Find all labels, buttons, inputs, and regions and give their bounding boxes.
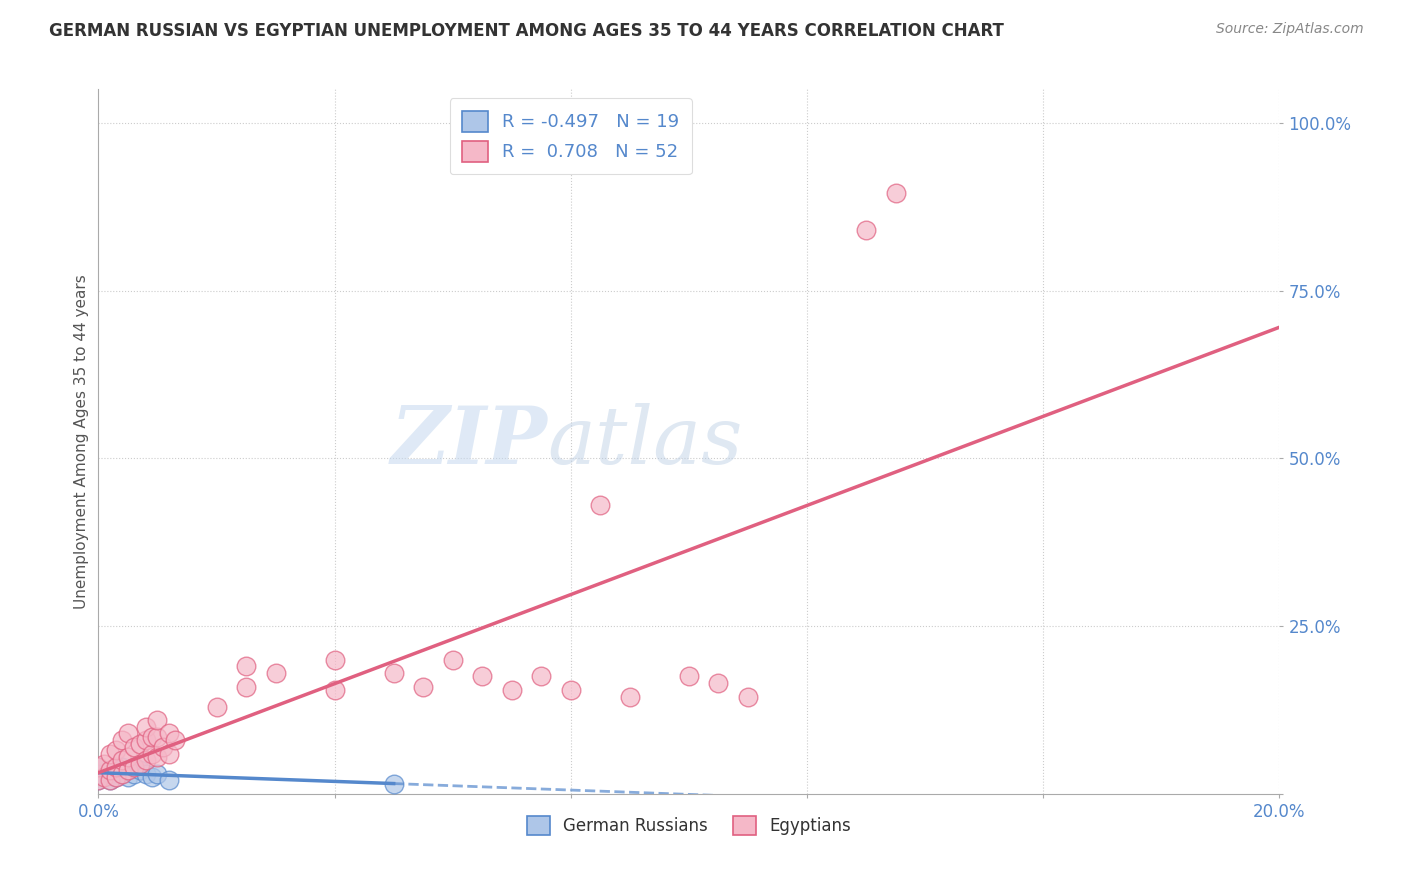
- Point: [323, 682, 346, 697]
- Point: [117, 726, 139, 740]
- Point: [93, 770, 115, 784]
- Point: [146, 730, 169, 744]
- Point: [105, 764, 128, 778]
- Point: [135, 720, 157, 734]
- Point: [117, 770, 139, 784]
- Point: [157, 747, 180, 761]
- Point: [323, 653, 346, 667]
- Point: [111, 753, 134, 767]
- Point: [146, 713, 169, 727]
- Point: [98, 747, 121, 761]
- Point: [98, 773, 121, 788]
- Point: [122, 739, 145, 754]
- Point: [105, 760, 128, 774]
- Point: [737, 690, 759, 704]
- Point: [105, 770, 128, 784]
- Point: [412, 680, 434, 694]
- Point: [117, 750, 139, 764]
- Text: ZIP: ZIP: [391, 403, 547, 480]
- Point: [111, 760, 134, 774]
- Point: [382, 777, 405, 791]
- Point: [98, 766, 121, 780]
- Point: [146, 750, 169, 764]
- Point: [678, 669, 700, 683]
- Point: [707, 676, 730, 690]
- Point: [205, 699, 228, 714]
- Point: [165, 733, 187, 747]
- Point: [87, 773, 110, 788]
- Point: [235, 659, 257, 673]
- Point: [471, 669, 494, 683]
- Point: [117, 764, 139, 778]
- Point: [117, 764, 139, 778]
- Point: [93, 756, 115, 771]
- Point: [530, 669, 553, 683]
- Point: [135, 753, 157, 767]
- Point: [501, 682, 523, 697]
- Point: [264, 666, 287, 681]
- Point: [141, 770, 163, 784]
- Point: [128, 737, 150, 751]
- Point: [111, 733, 134, 747]
- Point: [122, 760, 145, 774]
- Point: [122, 766, 145, 780]
- Point: [855, 223, 877, 237]
- Text: Source: ZipAtlas.com: Source: ZipAtlas.com: [1216, 22, 1364, 37]
- Point: [98, 773, 121, 788]
- Point: [560, 682, 582, 697]
- Point: [235, 680, 257, 694]
- Point: [105, 770, 128, 784]
- Point: [122, 760, 145, 774]
- Point: [146, 766, 169, 780]
- Point: [619, 690, 641, 704]
- Point: [111, 766, 134, 780]
- Point: [98, 764, 121, 778]
- Text: GERMAN RUSSIAN VS EGYPTIAN UNEMPLOYMENT AMONG AGES 35 TO 44 YEARS CORRELATION CH: GERMAN RUSSIAN VS EGYPTIAN UNEMPLOYMENT …: [49, 22, 1004, 40]
- Point: [141, 730, 163, 744]
- Point: [111, 766, 134, 780]
- Point: [441, 653, 464, 667]
- Point: [128, 756, 150, 771]
- Point: [157, 773, 180, 788]
- Point: [382, 666, 405, 681]
- Point: [141, 747, 163, 761]
- Point: [105, 743, 128, 757]
- Point: [884, 186, 907, 201]
- Point: [87, 760, 110, 774]
- Point: [135, 766, 157, 780]
- Point: [152, 739, 174, 754]
- Point: [128, 764, 150, 778]
- Point: [135, 733, 157, 747]
- Point: [589, 498, 612, 512]
- Y-axis label: Unemployment Among Ages 35 to 44 years: Unemployment Among Ages 35 to 44 years: [75, 274, 89, 609]
- Point: [87, 766, 110, 780]
- Text: atlas: atlas: [547, 403, 742, 480]
- Point: [157, 726, 180, 740]
- Point: [87, 760, 110, 774]
- Legend: German Russians, Egyptians: German Russians, Egyptians: [520, 809, 858, 842]
- Point: [87, 773, 110, 788]
